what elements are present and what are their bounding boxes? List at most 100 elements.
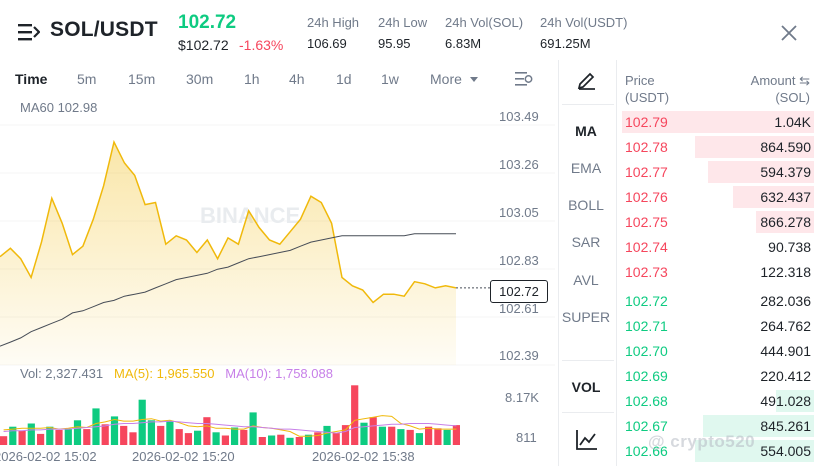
ask-price: 102.73 [625, 264, 668, 280]
stat-24h-high-value: 106.69 [307, 36, 347, 51]
ask-amount: 632.437 [760, 189, 811, 205]
ask-row[interactable]: 102.73 122.318 [622, 260, 814, 284]
ask-amount: 864.590 [760, 139, 811, 155]
price-tick: 102.39 [499, 348, 539, 363]
volume-bar [249, 412, 257, 445]
tab-4h[interactable]: 4h [289, 71, 305, 87]
price-chart[interactable]: BINANCE [0, 95, 555, 455]
volume-bar [415, 433, 423, 445]
ask-row[interactable]: 102.79 1.04K [622, 110, 814, 134]
indicator-ma[interactable]: MA [575, 123, 597, 139]
bid-row[interactable]: 102.69 220.412 [622, 364, 814, 388]
orderbook-price-header: Price (USDT) [625, 72, 669, 106]
volume-bar [231, 427, 239, 445]
bid-row[interactable]: 102.67 845.261 [622, 414, 814, 438]
indicator-chart-icon[interactable] [575, 429, 599, 451]
ask-price: 102.76 [625, 189, 668, 205]
stat-24h-vol-sol-value: 6.83M [445, 36, 482, 51]
divider [562, 412, 614, 413]
ask-price: 102.74 [625, 239, 668, 255]
bid-row[interactable]: 102.68 491.028 [622, 389, 814, 413]
volume-bar [268, 435, 276, 445]
bid-row[interactable]: 102.70 444.901 [622, 339, 814, 363]
tab-5m[interactable]: 5m [77, 71, 97, 87]
chart-settings-icon[interactable] [514, 70, 534, 88]
volume-bar [73, 420, 82, 445]
swap-icon[interactable]: ⇆ [799, 73, 810, 88]
divider [562, 360, 614, 361]
panel-divider [616, 60, 617, 466]
volume-bar [295, 437, 303, 445]
time-label: 2026-02-02 15:02 [0, 449, 97, 464]
volume-bar [314, 432, 322, 445]
volume-bar [147, 420, 155, 445]
volume-bar [120, 425, 128, 445]
ask-row[interactable]: 102.74 90.738 [622, 235, 814, 259]
time-label: 2026-02-02 15:38 [312, 449, 415, 464]
ask-depth-bar [622, 111, 814, 133]
indicator-super[interactable]: SUPER [561, 309, 611, 325]
bid-row[interactable]: 102.72 282.036 [622, 289, 814, 313]
ask-depth-bar [694, 136, 814, 158]
volume-bar [37, 433, 45, 445]
bid-price: 102.71 [625, 318, 668, 334]
orderbook-price-header-line: (USDT) [625, 90, 670, 105]
ask-depth-bar [733, 186, 814, 208]
bid-amount: 554.005 [760, 443, 811, 459]
ask-price: 102.78 [625, 139, 668, 155]
ask-amount: 90.738 [768, 239, 811, 255]
vol-ma10-line [3, 420, 457, 434]
indicator-avl[interactable]: AVL [573, 272, 599, 288]
volume-bar [443, 429, 451, 445]
volume-bar [452, 425, 460, 445]
ma60-line [0, 233, 456, 347]
ask-row[interactable]: 102.78 864.590 [622, 135, 814, 159]
volume-bar [175, 429, 183, 445]
bid-row[interactable]: 102.66 554.005 [622, 439, 814, 463]
volume-bar [277, 434, 285, 445]
indicator-vol[interactable]: VOL [571, 379, 601, 395]
bid-depth-bar [775, 390, 814, 412]
orderbook-amount-header[interactable]: Amount ⇆ (SOL) [730, 72, 810, 106]
tab-30m[interactable]: 30m [186, 71, 214, 87]
panel-divider [558, 60, 559, 466]
menu-icon[interactable] [18, 22, 40, 42]
volume-bar [332, 433, 340, 445]
bid-price: 102.69 [625, 368, 668, 384]
draw-tool-icon[interactable] [576, 68, 598, 90]
stat-24h-vol-usdt-value: 691.25M [540, 36, 591, 51]
volume-bar [157, 425, 165, 445]
tab-1d[interactable]: 1d [336, 71, 352, 87]
orderbook-amount-header-line: (SOL) [775, 90, 810, 105]
tab-15m[interactable]: 15m [128, 71, 156, 87]
ask-price: 102.77 [625, 164, 668, 180]
tab-more[interactable]: More [430, 71, 479, 87]
volume-tick: 8.17K [505, 390, 539, 405]
ask-amount: 122.318 [760, 264, 811, 280]
indicator-ema[interactable]: EMA [570, 160, 602, 176]
vol-legend: Vol: 2,327.431 MA(5): 1,965.550 MA(10): … [20, 366, 333, 381]
orderbook-amount-header-line: Amount [750, 73, 796, 88]
volume-bar [406, 429, 414, 445]
ask-row[interactable]: 102.75 866.278 [622, 210, 814, 234]
close-icon[interactable] [780, 24, 798, 42]
indicator-boll[interactable]: BOLL [568, 197, 604, 213]
volume-bar [397, 429, 405, 445]
ask-row[interactable]: 102.77 594.379 [622, 160, 814, 184]
indicator-sar[interactable]: SAR [571, 234, 601, 250]
bid-row[interactable]: 102.71 264.762 [622, 314, 814, 338]
bid-depth-bar [694, 440, 814, 462]
orderbook-price-header-line: Price [625, 73, 655, 88]
volume-bars [0, 385, 460, 445]
time-label: 2026-02-02 15:20 [132, 449, 235, 464]
tab-time[interactable]: Time [15, 71, 48, 87]
pair-title[interactable]: SOL/USDT [50, 18, 158, 41]
tab-1w[interactable]: 1w [381, 71, 399, 87]
volume-bar [64, 429, 72, 445]
tab-1h[interactable]: 1h [244, 71, 260, 87]
stat-24h-low-label: 24h Low [378, 15, 428, 30]
volume-bar [55, 429, 63, 445]
volume-bar [203, 417, 211, 445]
ask-row[interactable]: 102.76 632.437 [622, 185, 814, 209]
stat-24h-vol-usdt-label: 24h Vol(USDT) [540, 15, 628, 30]
